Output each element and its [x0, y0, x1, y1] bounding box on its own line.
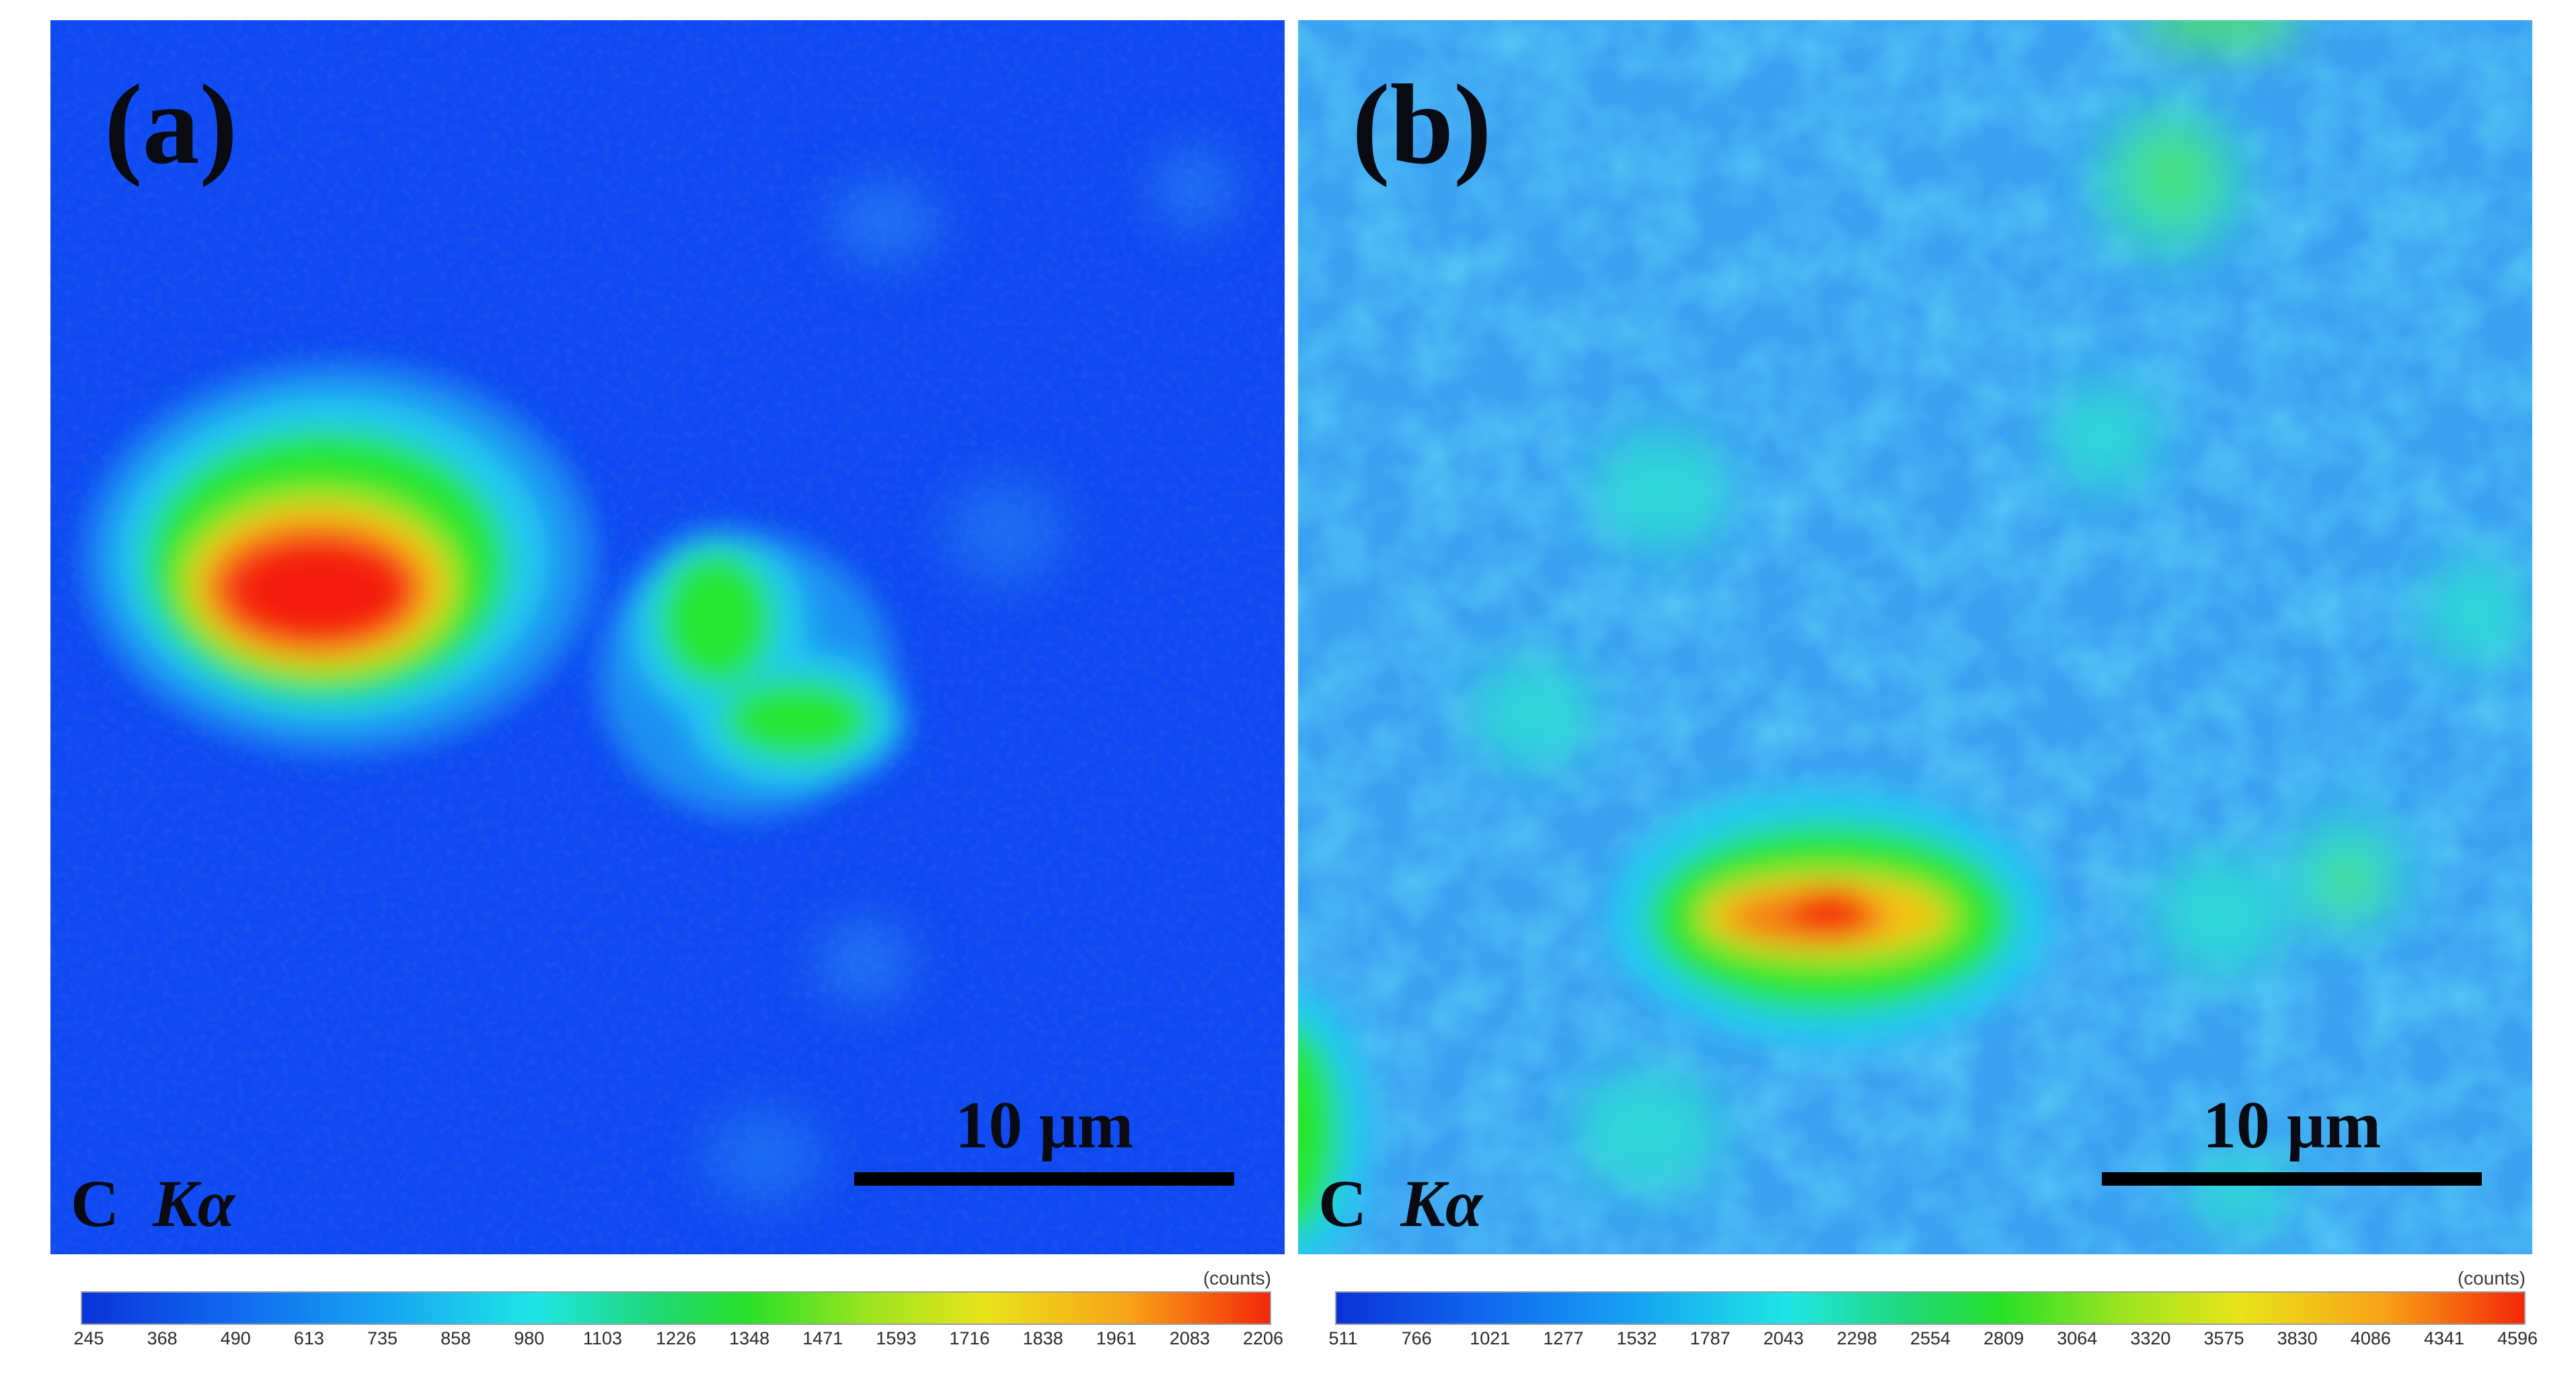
colorbar-tick-label: 1961 [1096, 1328, 1137, 1348]
colorbar-tick-label: 766 [1401, 1328, 1432, 1348]
colorbar-tick-label: 490 [220, 1328, 251, 1348]
colorbar-tick-label: 1716 [949, 1328, 990, 1348]
colorbar-ticks-b: 511 766 1021 1277 1532 1787 2043 2298 2554 2809 30… [1328, 1328, 2538, 1355]
scalebar-a [854, 1172, 1234, 1186]
colorbar-tick-label: 1226 [655, 1328, 697, 1348]
colorbar-tick-label: 1471 [802, 1328, 843, 1348]
colorbar-tick-label: 2206 [1242, 1328, 1284, 1348]
element-map-panel-b: (b) C Kα 10 μm [1298, 20, 2532, 1254]
element-label-b: C Kα [1318, 1170, 1482, 1237]
colorbar-tick-label: 1593 [876, 1328, 917, 1348]
hotspot-small [599, 531, 905, 817]
element-symbol: C [71, 1166, 120, 1241]
emission-line: Kα [153, 1166, 235, 1241]
colorbar-tick-label: 1838 [1022, 1328, 1063, 1348]
colorbar-tick-label: 3320 [2130, 1328, 2171, 1348]
colorbar-unit-a: (counts) [1203, 1268, 1271, 1289]
colorbar-tick-label: 4341 [2423, 1328, 2464, 1348]
colorbar-tick-label: 1103 [582, 1328, 622, 1348]
hotspot-main [1607, 790, 2051, 1046]
colorbar-ticks-a: 245 368 490 613 735 858 980 1103 1226 1348 1471 159… [73, 1328, 1283, 1355]
carbon-map-a [50, 20, 1285, 1254]
colorbar-tick-label: 735 [367, 1328, 398, 1348]
faint-spots [703, 148, 1234, 1204]
noise-texture [1298, 20, 2532, 1254]
hotspot-large [84, 363, 595, 753]
colorbar-tick-label: 1021 [1470, 1328, 1511, 1348]
colorbar-tick-label: 2554 [1909, 1328, 1951, 1348]
colorbar-tick-label: 1787 [1690, 1328, 1731, 1348]
colorbar-tick-label: 2043 [1763, 1328, 1804, 1348]
colorbar-tick-label: 980 [514, 1328, 545, 1348]
colorbar-tick-label: 613 [293, 1328, 324, 1348]
colorbar-tick-label: 2809 [1983, 1328, 2024, 1348]
element-label-a: C Kα [71, 1170, 235, 1237]
colorbar-tick-label: 1277 [1543, 1328, 1584, 1348]
colorbar-tick-label: 1532 [1616, 1328, 1657, 1348]
colorbar-tick-label: 3064 [2057, 1328, 2098, 1348]
colorbar-tick-label: 858 [441, 1328, 471, 1348]
carbon-map-b [1298, 20, 2532, 1254]
colorbar-tick-label: 511 [1328, 1328, 1358, 1348]
scalebar-b [2102, 1172, 2482, 1186]
element-symbol: C [1318, 1166, 1367, 1241]
emission-line: Kα [1400, 1166, 1483, 1241]
colorbar-tick-label: 2298 [1836, 1328, 1877, 1348]
colorbar-tick-label: 3575 [2203, 1328, 2244, 1348]
colorbar-tick-label: 1348 [729, 1328, 770, 1348]
colorbar-tick-label: 4596 [2497, 1328, 2538, 1348]
element-map-panel-a: (a) C Kα 10 μm [50, 20, 1285, 1254]
scalebar-label-b: 10 μm [2203, 1087, 2381, 1162]
colorbar-tick-label: 2083 [1169, 1328, 1210, 1348]
scalebar-label-a: 10 μm [955, 1087, 1133, 1162]
colorbar-tick-label: 368 [147, 1328, 178, 1348]
colorbar-tick-label: 245 [73, 1328, 104, 1348]
colorbar-b [1335, 1291, 2526, 1325]
colorbar-unit-b: (counts) [2457, 1268, 2526, 1289]
panel-label-b: (b) [1352, 61, 1492, 188]
panel-label-a: (a) [104, 61, 238, 188]
colorbar-tick-label: 3830 [2277, 1328, 2318, 1348]
colorbar-a [81, 1291, 1271, 1325]
colorbar-tick-label: 4086 [2350, 1328, 2391, 1348]
corner-patch [1298, 989, 1372, 1254]
